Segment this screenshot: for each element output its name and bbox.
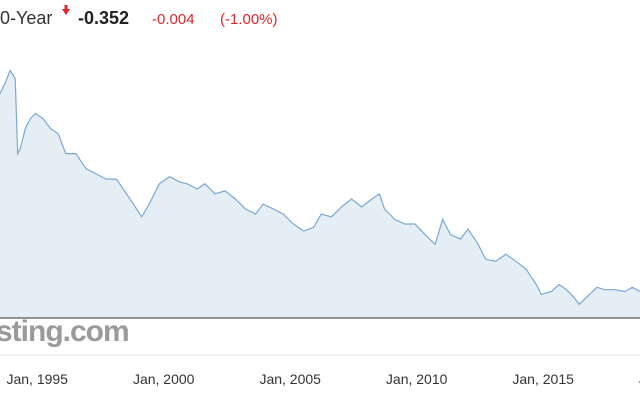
x-tick-label: Jan, 2015 (512, 371, 574, 387)
area-fill (0, 70, 640, 318)
change-percent: (-1.00%) (220, 11, 278, 28)
x-tick-label: Jan, 2005 (259, 371, 321, 387)
x-tick-label: Jan, 1995 (6, 371, 68, 387)
x-tick-label: Ja (639, 371, 640, 387)
down-arrow-icon-stem (64, 5, 68, 9)
watermark: sting.com (0, 315, 129, 348)
instrument-name: 0-Year (0, 8, 52, 28)
x-tick-label: Jan, 2010 (386, 371, 448, 387)
x-tick-label: Jan, 2000 (133, 371, 195, 387)
down-arrow-icon (62, 9, 70, 15)
change: -0.004 (152, 11, 195, 28)
line (0, 69, 640, 306)
price: -0.352 (78, 8, 129, 28)
